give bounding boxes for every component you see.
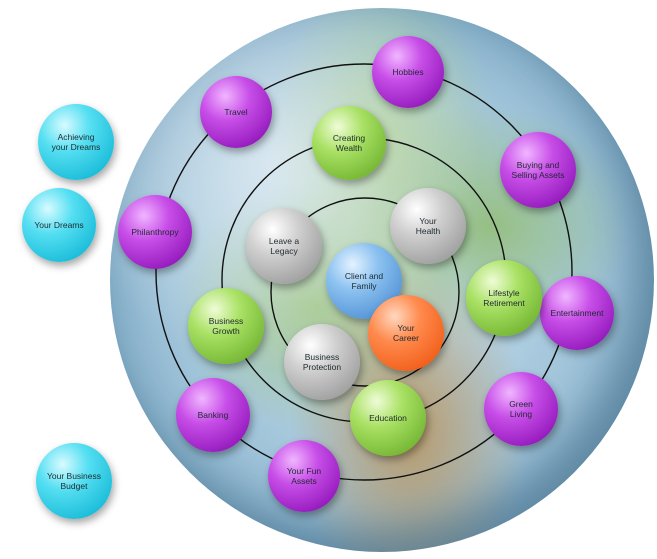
node-hobbies: Hobbies [372,36,444,108]
node-label: Business Protection [302,352,342,372]
node-label: Hobbies [392,67,424,77]
node-label: Your Dreams [34,220,84,230]
node-green-living: Green Living [484,372,558,446]
node-label: Business Growth [208,316,244,336]
node-banking: Banking [176,378,250,452]
node-label: Philanthropy [131,227,179,237]
node-label: Entertainment [550,308,604,318]
node-business-growth: Business Growth [188,288,264,364]
node-label: Lifestyle Retirement [483,288,525,308]
node-philanthropy: Philanthropy [118,195,192,269]
node-label: Your Health [415,216,441,236]
node-your-business-budget: Your Business Budget [36,443,112,519]
node-label: Your Business Budget [46,471,102,491]
node-your-dreams: Your Dreams [22,188,96,262]
node-label: Green Living [509,399,533,419]
node-leave-a-legacy: Leave a Legacy [246,208,322,284]
node-achieving-your-dreams: Achieving your Dreams [38,104,114,180]
node-label: Achieving your Dreams [51,132,101,152]
outer-orbit-ring [155,63,573,481]
node-label: Creating Wealth [332,133,366,153]
node-label: Education [369,413,407,423]
node-label: Travel [224,107,248,117]
node-creating-wealth: Creating Wealth [312,106,386,180]
node-label: Client and Family [344,271,384,291]
node-label: Banking [197,410,229,420]
node-business-protection: Business Protection [284,324,360,400]
node-label: Your Career [393,323,419,343]
node-label: Leave a Legacy [268,236,300,256]
node-travel: Travel [200,76,272,148]
node-your-health: Your Health [390,188,466,264]
node-label: Your Fun Assets [286,466,322,486]
node-your-fun-assets: Your Fun Assets [268,440,340,512]
node-entertainment: Entertainment [540,276,614,350]
node-lifestyle-retirement: Lifestyle Retirement [466,260,542,336]
inner-orbit-ring [270,197,460,387]
node-label: Buying and Selling Assets [511,160,565,180]
node-buying-selling-assets: Buying and Selling Assets [500,132,576,208]
node-your-career: Your Career [368,295,444,371]
node-education: Education [350,380,426,456]
